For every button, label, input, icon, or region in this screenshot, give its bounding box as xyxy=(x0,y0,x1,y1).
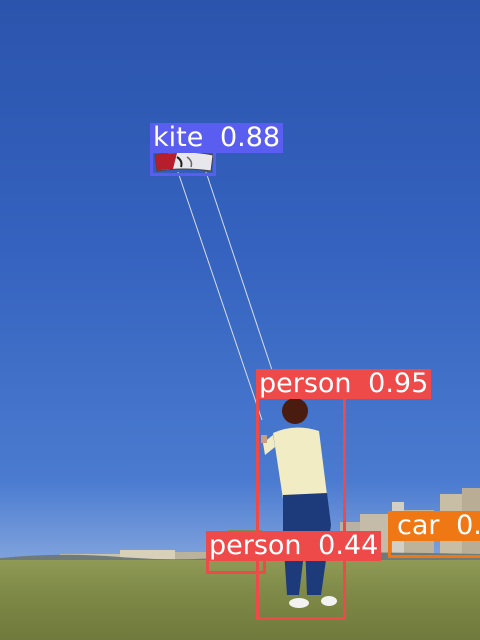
detection-score: 0. xyxy=(456,510,480,541)
detection-score: 0.95 xyxy=(368,368,429,399)
detection-class: person xyxy=(259,368,352,399)
detection-score: 0.88 xyxy=(219,122,281,153)
detection-label-person: person 0.44 xyxy=(206,530,382,561)
detection-class: kite xyxy=(153,122,204,153)
detection-box-person xyxy=(256,396,346,620)
detection-class: person xyxy=(209,530,302,561)
detection-label-kite: kite 0.88 xyxy=(150,122,284,153)
detection-class: car xyxy=(397,510,440,541)
detection-label-car: car 0. xyxy=(388,511,480,541)
detection-score: 0.44 xyxy=(318,530,379,561)
detection-box-kite xyxy=(150,150,216,176)
detection-label-person: person 0.95 xyxy=(256,368,432,399)
detection-box-car xyxy=(388,538,480,558)
